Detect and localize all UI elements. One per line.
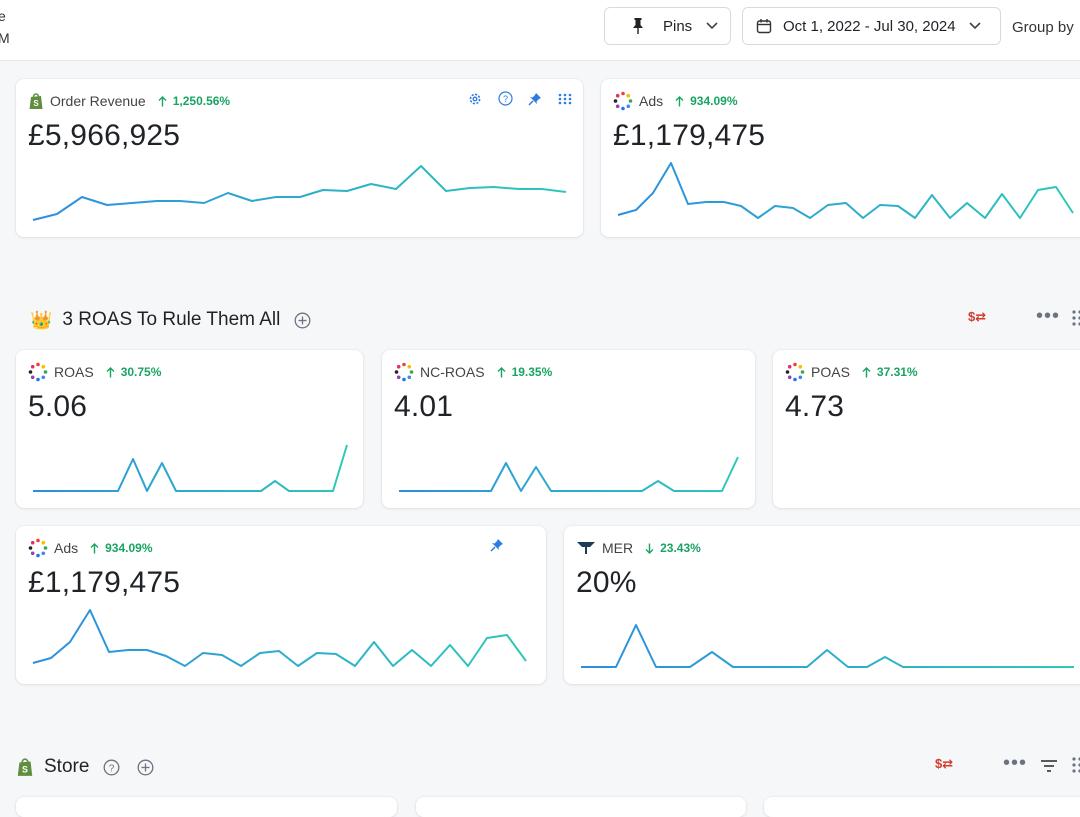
svg-text:?: ? [109, 763, 115, 774]
drag-handle-icon[interactable] [1071, 756, 1080, 774]
crown-icon: 👑 [30, 309, 53, 330]
metric-value: 4.01 [394, 390, 454, 423]
pins-label: Pins [663, 17, 693, 35]
metric-value: £1,179,475 [28, 566, 181, 599]
metric-change-value: 934.09% [690, 94, 738, 108]
metric-card-ads-pinned[interactable]: Ads 934.09% £1,179,475 [601, 79, 1080, 237]
metric-change-value: 37.31% [876, 365, 918, 379]
metric-card-order-revenue[interactable]: S Order Revenue 1,250.56% ? £5,966, [16, 79, 583, 237]
truncated-text: M [0, 30, 10, 46]
metric-change: 934.09% [90, 541, 153, 555]
arrow-up-icon [675, 95, 684, 106]
metric-change: 23.43% [645, 541, 701, 555]
calendar-icon [756, 19, 772, 34]
group-by-label[interactable]: Group by [1012, 19, 1074, 36]
sparkline [581, 624, 1074, 668]
metric-change: 934.09% [675, 94, 738, 108]
ads-dots-icon [28, 538, 48, 558]
section-header-roas: 👑 3 ROAS To Rule Them All [30, 309, 311, 331]
arrow-down-icon [645, 543, 654, 554]
drag-handle-icon[interactable] [1071, 309, 1080, 327]
chevron-down-icon [706, 22, 718, 30]
shopify-icon: S [17, 758, 33, 776]
metric-label: Ads [639, 93, 664, 109]
metric-label: POAS [811, 364, 850, 380]
date-range-picker[interactable]: Oct 1, 2022 - Jul 30, 2024 [742, 7, 1001, 45]
metric-label: Order Revenue [50, 93, 146, 109]
sparkline [617, 162, 1074, 219]
shopify-icon: S [29, 93, 43, 109]
metric-card-roas[interactable]: ROAS 30.75% 5.06 [16, 350, 363, 508]
section-title: 3 ROAS To Rule Them All [62, 309, 281, 330]
arrow-up-icon [90, 542, 99, 553]
svg-text:S: S [33, 99, 39, 108]
metric-card-poas[interactable]: POAS 37.31% 4.73 [773, 350, 1080, 508]
more-options-icon[interactable]: ••• [1036, 305, 1061, 327]
ads-dots-icon [613, 91, 633, 111]
metric-value: 5.06 [28, 390, 88, 423]
metric-label: Ads [54, 540, 79, 556]
sparkline [399, 456, 739, 492]
metric-value: £5,966,925 [28, 119, 181, 152]
mer-icon [577, 542, 595, 554]
store-card[interactable] [764, 797, 1080, 817]
pin-icon [633, 18, 643, 34]
section-title: Store [44, 756, 90, 777]
currency-swap-button[interactable]: $⇄ [968, 309, 987, 324]
metric-change: 37.31% [862, 365, 918, 379]
store-card[interactable] [16, 797, 397, 817]
metric-change-value: 1,250.56% [172, 94, 231, 108]
pin-icon[interactable] [528, 92, 542, 106]
metric-change-value: 23.43% [660, 541, 701, 555]
drag-handle-icon[interactable] [558, 93, 572, 105]
arrow-up-icon [862, 366, 871, 377]
date-range-label: Oct 1, 2022 - Jul 30, 2024 [783, 17, 956, 35]
metric-change: 19.35% [497, 365, 553, 379]
currency-swap-button[interactable]: $⇄ [935, 756, 954, 771]
more-options-icon[interactable]: ••• [1003, 752, 1028, 774]
section-header-store: S Store ? [16, 756, 154, 778]
top-bar: e M Pins Oct 1, 2022 - Jul 30, 2024 Grou… [0, 0, 1080, 61]
arrow-up-icon [106, 366, 115, 377]
metric-change-value: 19.35% [511, 365, 553, 379]
metric-label: ROAS [54, 364, 94, 380]
metric-value: 20% [576, 566, 637, 599]
metric-value: 4.73 [785, 390, 845, 423]
metric-value: £1,179,475 [613, 119, 766, 152]
store-card[interactable] [416, 797, 746, 817]
add-circle-icon[interactable] [294, 312, 311, 329]
ads-dots-icon [394, 362, 414, 382]
metric-card-ads[interactable]: Ads 934.09% £1,179,475 [16, 526, 546, 684]
add-circle-icon[interactable] [137, 759, 154, 776]
metric-change: 1,250.56% [158, 94, 230, 108]
svg-text:S: S [22, 765, 28, 775]
ads-dots-icon [785, 362, 805, 382]
ads-dots-icon [28, 362, 48, 382]
card-toolbar: ? [468, 91, 572, 106]
metric-label: NC-ROAS [420, 364, 485, 380]
sparkline [32, 609, 527, 667]
sparkline [32, 165, 567, 221]
arrow-up-icon [158, 95, 167, 106]
chevron-down-icon [969, 22, 981, 30]
pins-dropdown[interactable]: Pins [604, 7, 731, 45]
metric-change: 30.75% [106, 365, 162, 379]
pin-icon[interactable] [490, 538, 504, 552]
metric-label: MER [602, 540, 634, 556]
metric-card-mer[interactable]: MER 23.43% 20% [564, 526, 1080, 684]
help-icon[interactable]: ? [103, 759, 120, 776]
metric-change-value: 934.09% [105, 541, 153, 555]
metric-change-value: 30.75% [120, 365, 162, 379]
truncated-text: e [0, 8, 6, 24]
help-icon[interactable]: ? [498, 91, 513, 106]
arrow-up-icon [497, 366, 506, 377]
sparkline [33, 444, 348, 492]
gear-icon[interactable] [468, 92, 482, 106]
svg-text:?: ? [503, 94, 508, 104]
card-toolbar [490, 538, 504, 552]
metric-card-nc-roas[interactable]: NC-ROAS 19.35% 4.01 [382, 350, 755, 508]
filter-icon[interactable] [1041, 760, 1057, 772]
